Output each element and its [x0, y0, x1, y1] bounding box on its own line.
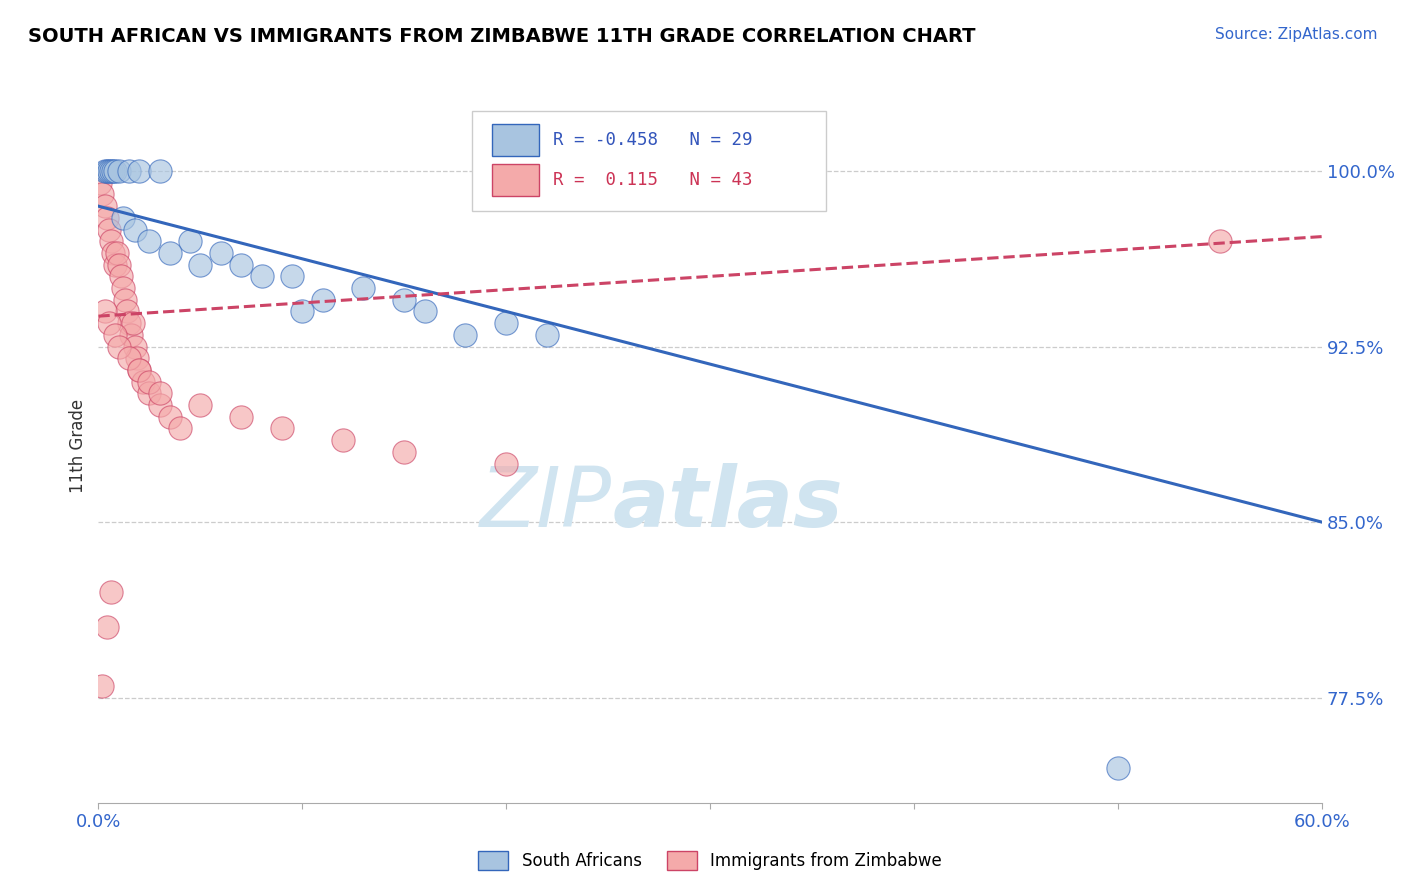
Point [120, 327, 142, 342]
Point [108, 340, 131, 354]
Point [291, 304, 314, 318]
Point [105, 246, 128, 260]
Point [96, 164, 118, 178]
Point [179, 234, 201, 248]
Point [454, 327, 477, 342]
Text: Source: ZipAtlas.com: Source: ZipAtlas.com [1215, 27, 1378, 42]
Point [97, 316, 120, 330]
Point [312, 293, 335, 307]
Point [100, 585, 122, 599]
Text: SOUTH AFRICAN VS IMMIGRANTS FROM ZIMBABWE 11TH GRADE CORRELATION CHART: SOUTH AFRICAN VS IMMIGRANTS FROM ZIMBABW… [28, 27, 976, 45]
Point [392, 293, 416, 307]
Point [124, 340, 146, 354]
Point [270, 421, 294, 435]
Point [138, 375, 160, 389]
Text: ZIP: ZIP [481, 463, 612, 543]
Point [111, 281, 134, 295]
Point [128, 164, 150, 178]
Point [149, 164, 172, 178]
Point [169, 421, 191, 435]
Point [111, 211, 134, 225]
Point [108, 258, 131, 272]
FancyBboxPatch shape [492, 124, 538, 155]
Point [97, 164, 120, 178]
Point [101, 164, 124, 178]
Point [122, 316, 145, 330]
Point [104, 327, 127, 342]
Point [89, 176, 111, 190]
Point [91, 679, 114, 693]
Point [159, 409, 181, 424]
Point [91, 187, 114, 202]
Point [149, 386, 172, 401]
Point [149, 398, 172, 412]
Point [536, 327, 558, 342]
Point [96, 620, 118, 634]
Point [127, 351, 149, 366]
Point [93, 304, 115, 318]
Point [93, 199, 115, 213]
Point [138, 386, 160, 401]
Point [138, 234, 160, 248]
Point [118, 351, 141, 366]
Point [114, 293, 136, 307]
Text: R =  0.115   N = 43: R = 0.115 N = 43 [554, 171, 754, 189]
Point [392, 445, 416, 459]
Text: R = -0.458   N = 29: R = -0.458 N = 29 [554, 131, 754, 149]
Point [100, 164, 122, 178]
Point [250, 269, 273, 284]
Point [188, 258, 212, 272]
Point [352, 281, 374, 295]
Point [104, 258, 127, 272]
Point [231, 409, 253, 424]
Point [124, 222, 146, 236]
Point [118, 316, 141, 330]
Text: atlas: atlas [612, 463, 842, 543]
Point [281, 269, 304, 284]
Point [332, 433, 354, 447]
Point [100, 234, 122, 248]
Point [495, 457, 517, 471]
Point [93, 164, 115, 178]
Point [1208, 234, 1232, 248]
Point [159, 246, 181, 260]
Point [110, 269, 132, 284]
Point [188, 398, 212, 412]
Legend: South Africans, Immigrants from Zimbabwe: South Africans, Immigrants from Zimbabwe [471, 844, 949, 877]
Point [495, 316, 517, 330]
Point [209, 246, 232, 260]
FancyBboxPatch shape [471, 111, 827, 211]
Point [108, 164, 131, 178]
Point [1107, 761, 1129, 775]
FancyBboxPatch shape [492, 164, 538, 195]
Point [132, 375, 155, 389]
Point [128, 363, 150, 377]
Point [128, 363, 150, 377]
Y-axis label: 11th Grade: 11th Grade [69, 399, 87, 493]
Point [97, 222, 120, 236]
Point [115, 304, 138, 318]
Point [231, 258, 253, 272]
Point [101, 246, 124, 260]
Point [413, 304, 436, 318]
Point [118, 164, 141, 178]
Point [96, 211, 118, 225]
Point [104, 164, 127, 178]
